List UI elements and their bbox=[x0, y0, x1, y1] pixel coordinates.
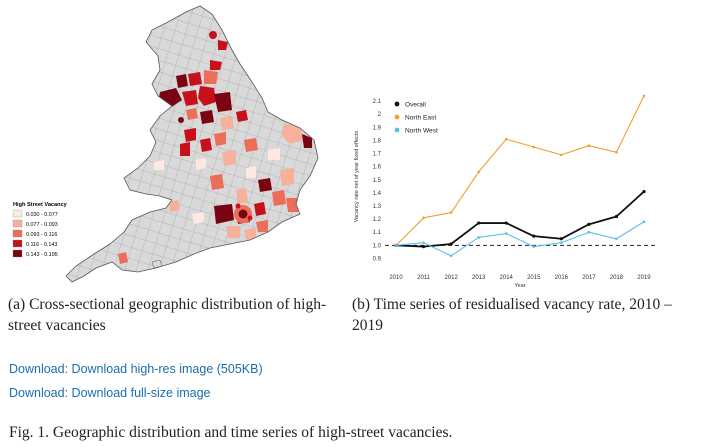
data-point bbox=[615, 150, 618, 154]
map-legend-swatch bbox=[12, 249, 23, 258]
download-full-size-link[interactable]: Download: Download full-size image bbox=[9, 386, 211, 400]
map-legend-swatch bbox=[12, 209, 23, 218]
data-point bbox=[421, 245, 426, 249]
data-point bbox=[587, 222, 591, 226]
data-point bbox=[477, 221, 481, 225]
data-point bbox=[449, 242, 453, 246]
map-legend-swatch bbox=[12, 219, 23, 228]
data-point bbox=[504, 221, 508, 225]
y-tick-label: 0.9 bbox=[373, 256, 382, 262]
series-layer bbox=[394, 94, 646, 258]
figure-caption: Fig. 1. Geographic distribution and time… bbox=[9, 424, 453, 441]
legend-label: Overall bbox=[405, 101, 426, 108]
map-legend-swatch bbox=[12, 229, 23, 238]
data-point bbox=[642, 94, 646, 98]
map-legend-label: 0.030 - 0.077 bbox=[26, 212, 58, 218]
map-island bbox=[151, 259, 163, 269]
download-high-res-link[interactable]: Download: Download high-res image (505KB… bbox=[9, 362, 263, 376]
data-point bbox=[559, 237, 563, 241]
y-tick-label: 1.7 bbox=[373, 152, 382, 158]
data-point bbox=[532, 145, 536, 149]
y-tick-label: 1.1 bbox=[373, 230, 382, 236]
map-legend-title: High Street Vacancy bbox=[13, 202, 68, 208]
caption-map: (a) Cross-sectional geographic distribut… bbox=[8, 296, 327, 334]
y-tick-label: 2.1 bbox=[373, 99, 382, 105]
series-line bbox=[395, 221, 645, 257]
legend-marker bbox=[394, 127, 400, 133]
y-axis-ticks: 0.9 1.0 1.1 1.2 1.3 1.4 1.5 1.6 1.7 1.8 1.9 2 2.1 bbox=[373, 99, 382, 262]
series-line bbox=[395, 95, 645, 246]
x-axis-label: Year bbox=[514, 283, 525, 289]
x-tick-label: 2018 bbox=[610, 275, 624, 281]
map-legend-label: 0.116 - 0.143 bbox=[26, 242, 57, 248]
y-tick-label: 1.5 bbox=[373, 178, 382, 184]
map-legend-label: 0.077 - 0.093 bbox=[26, 222, 58, 228]
y-tick-label: 1.0 bbox=[373, 243, 382, 249]
legend-label: North West bbox=[405, 127, 438, 134]
data-point bbox=[587, 144, 591, 147]
x-tick-label: 2017 bbox=[582, 275, 596, 281]
y-tick-label: 1.4 bbox=[373, 191, 382, 197]
vacancy-map: High Street Vacancy 0.030 - 0.077 0.077 -… bbox=[12, 5, 319, 283]
data-point bbox=[449, 254, 453, 258]
x-tick-label: 2016 bbox=[555, 275, 569, 281]
x-tick-label: 2013 bbox=[472, 275, 486, 281]
x-axis-ticks: 2010 2011 2012 2013 2014 2015 2016 2017 2018 2019 bbox=[389, 275, 651, 281]
y-tick-label: 1.9 bbox=[373, 125, 382, 131]
x-tick-label: 2012 bbox=[444, 275, 458, 281]
x-tick-label: 2011 bbox=[417, 275, 431, 281]
data-point bbox=[615, 237, 618, 241]
x-tick-label: 2014 bbox=[500, 275, 514, 281]
vacancy-time-series-chart: 0.9 1.0 1.1 1.2 1.3 1.4 1.5 1.6 1.7 1.8 1.9 2 2.1 20… bbox=[354, 94, 655, 289]
chart-legend: Overall North East North West bbox=[394, 101, 438, 134]
data-point bbox=[504, 232, 508, 235]
series-overall bbox=[394, 189, 646, 249]
data-point bbox=[560, 241, 563, 245]
legend-marker bbox=[394, 101, 400, 107]
data-point bbox=[504, 137, 508, 141]
y-tick-label: 1.2 bbox=[373, 217, 382, 223]
data-point bbox=[477, 170, 480, 174]
data-point bbox=[422, 241, 425, 245]
data-point bbox=[532, 245, 536, 248]
legend-marker bbox=[394, 114, 400, 120]
data-point bbox=[449, 211, 453, 214]
x-tick-label: 2019 bbox=[637, 275, 651, 281]
data-point bbox=[587, 230, 591, 234]
y-axis-label: Vacancy rate net of year fixed effects bbox=[354, 131, 360, 223]
map-legend-items: 0.030 - 0.077 0.077 - 0.093 0.093 - 0.116 0… bbox=[12, 209, 58, 258]
y-tick-label: 1.3 bbox=[373, 204, 382, 210]
x-tick-label: 2010 bbox=[389, 275, 403, 281]
data-point bbox=[422, 216, 425, 220]
y-tick-label: 1.6 bbox=[373, 165, 382, 171]
series-line bbox=[395, 190, 645, 248]
data-point bbox=[560, 153, 563, 157]
data-point bbox=[394, 244, 398, 247]
caption-time-series: (b) Time series of residualised vacancy … bbox=[352, 296, 672, 334]
map-legend-label: 0.143 - 0.195 bbox=[26, 252, 58, 258]
series-north-west bbox=[394, 220, 646, 258]
data-point bbox=[642, 220, 646, 224]
legend-label: North East bbox=[405, 114, 436, 121]
data-point bbox=[477, 236, 480, 239]
data-point bbox=[532, 234, 536, 238]
map-legend-swatch bbox=[12, 239, 23, 248]
map-legend: High Street Vacancy 0.030 - 0.077 0.077 -… bbox=[12, 202, 68, 258]
y-tick-label: 1.8 bbox=[373, 138, 382, 144]
map-legend-label: 0.093 - 0.116 bbox=[26, 232, 57, 238]
x-tick-label: 2015 bbox=[527, 275, 541, 281]
data-point bbox=[642, 189, 646, 194]
y-tick-label: 2 bbox=[378, 112, 382, 118]
data-point bbox=[614, 214, 619, 219]
